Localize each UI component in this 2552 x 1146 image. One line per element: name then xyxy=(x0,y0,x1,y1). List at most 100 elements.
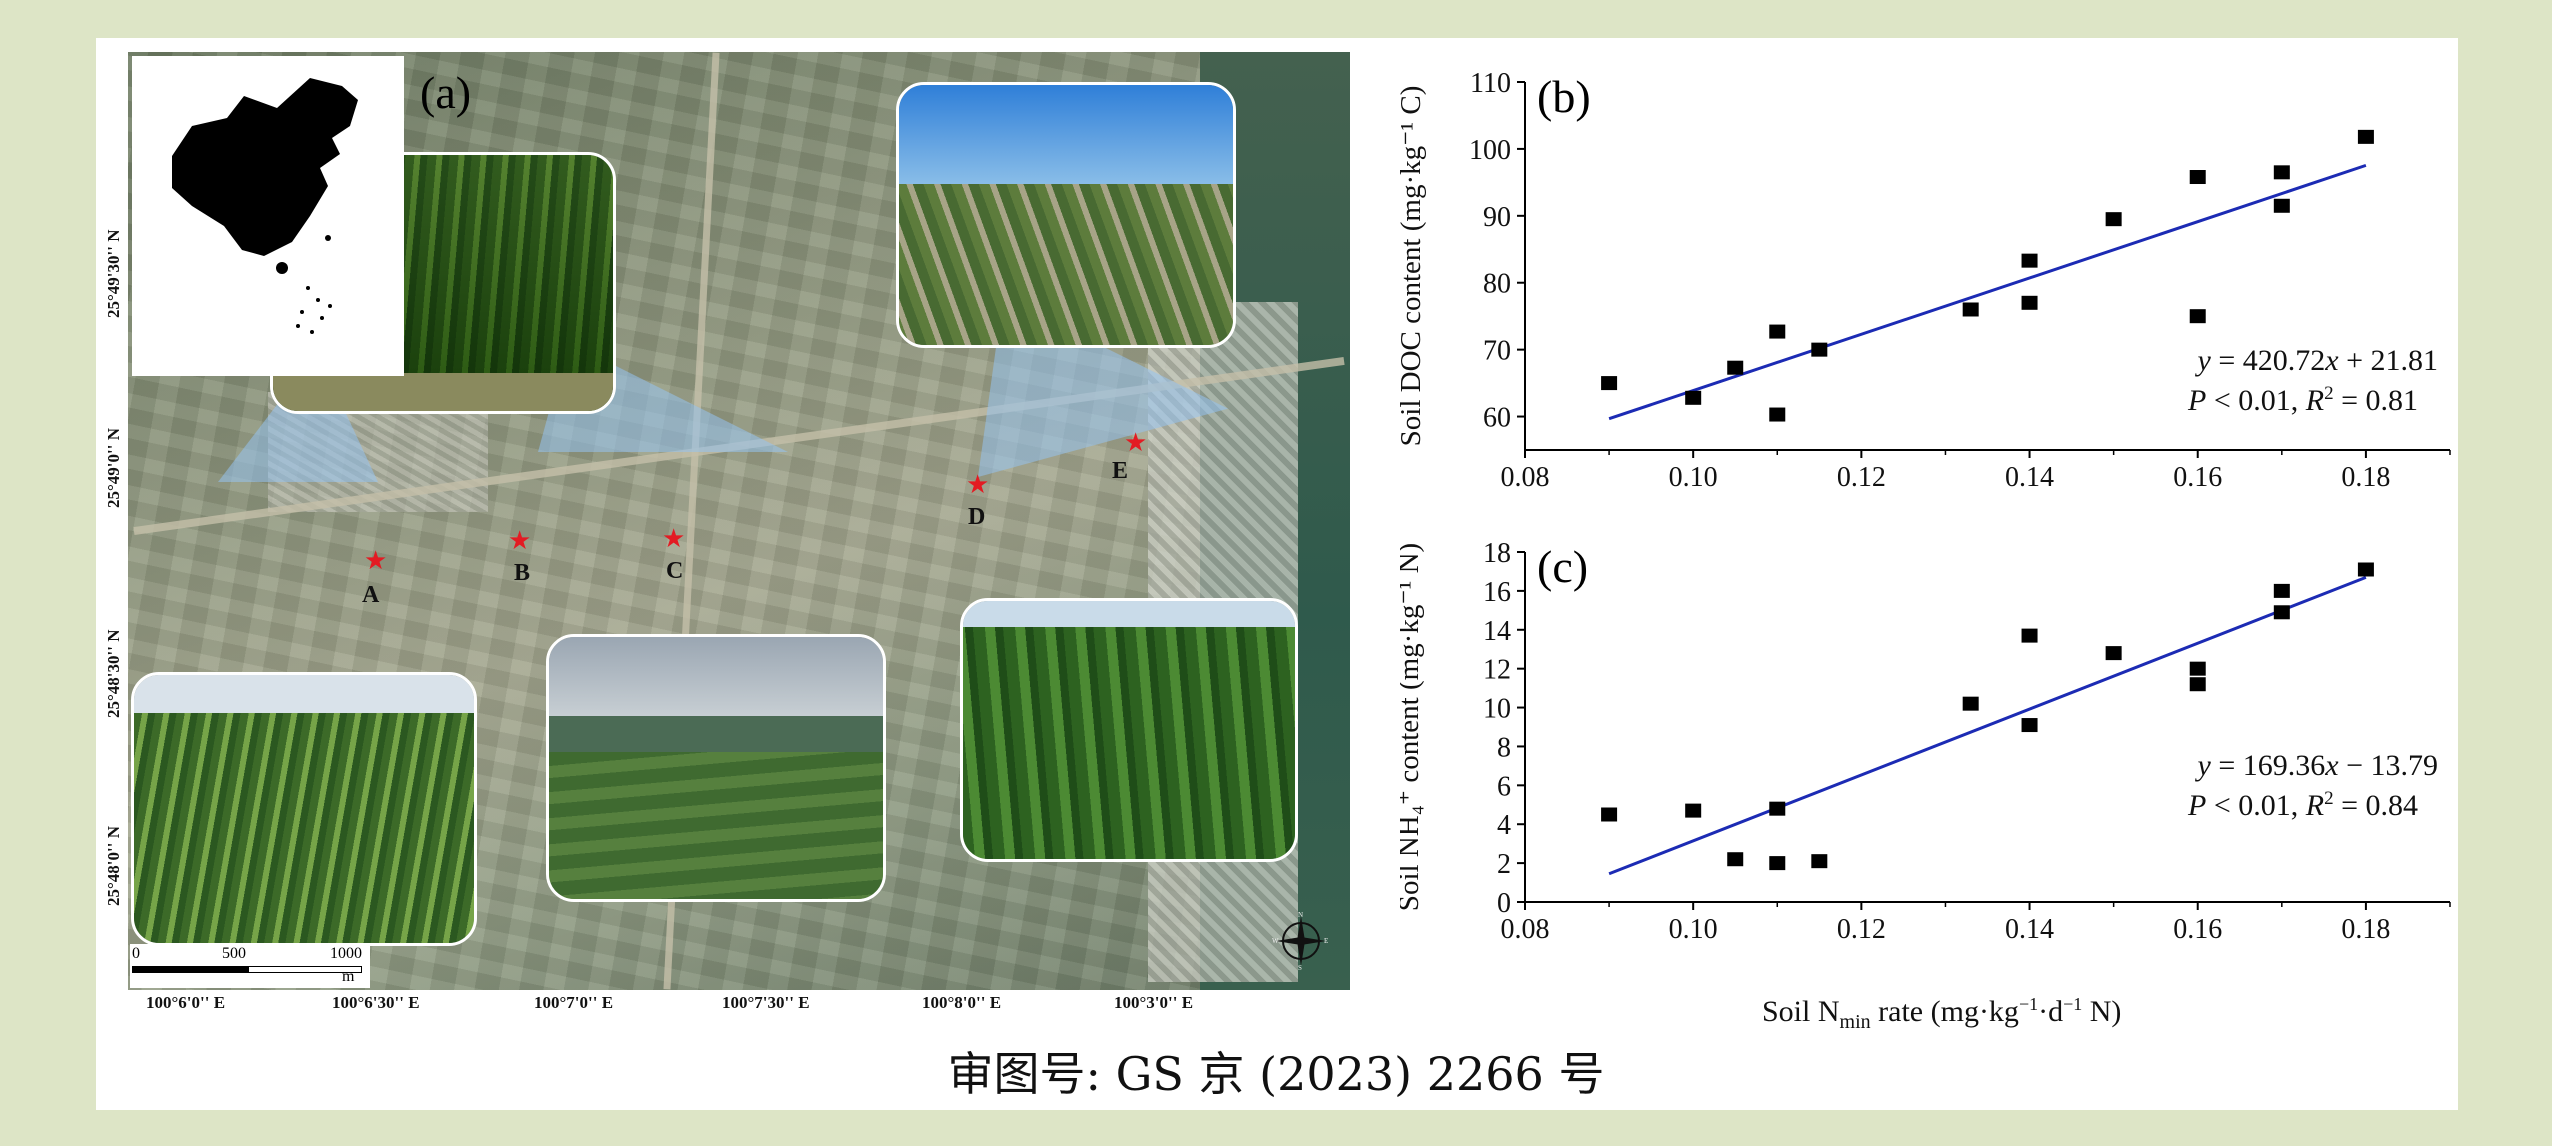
site-label-c: C xyxy=(666,558,684,584)
data-point xyxy=(1685,803,1702,818)
chart-panel-b: 0.08 0.10 0.12 0.14 0.16 0.18 60 70 80 90 100 110 So… xyxy=(1395,60,2460,530)
y-tick-label: 100 xyxy=(1469,135,1511,166)
data-point xyxy=(2189,309,2206,324)
y-tick-label: 8 xyxy=(1497,732,1511,763)
x-tick-label: 0.10 xyxy=(1669,914,1718,945)
site-label-d: D xyxy=(968,504,986,530)
map-approval-caption: 审图号: GS 京 (2023) 2266 号 xyxy=(947,1047,1605,1101)
y-tick-label: 6 xyxy=(1497,771,1511,802)
compass-n: N xyxy=(1298,912,1303,919)
y-tick-label: 18 xyxy=(1483,538,1511,569)
y-tick-label: 0 xyxy=(1497,888,1511,919)
data-point xyxy=(2189,677,2206,692)
y-tick-label: 16 xyxy=(1483,577,1511,608)
data-point xyxy=(2105,646,2122,661)
scale-tick-500: 500 xyxy=(222,945,246,962)
data-point xyxy=(1962,302,1979,317)
y-tick-label: 14 xyxy=(1483,616,1511,647)
scale-segment-dark xyxy=(132,966,248,973)
x-axis-label-part: ·d xyxy=(2038,995,2064,1028)
regression-equation: y = 420.72x + 21.81 xyxy=(2195,344,2439,377)
x-tick-label: 0.16 xyxy=(2173,462,2222,493)
x-tick-label: 0.08 xyxy=(1501,914,1550,945)
x-axis-label-part: Soil N xyxy=(1762,995,1840,1028)
scale-segment-light xyxy=(248,966,362,973)
data-point xyxy=(1811,854,1828,869)
data-point xyxy=(1601,807,1618,822)
compass-s: S xyxy=(1298,964,1302,970)
regression-stats: P < 0.01, R2 = 0.84 xyxy=(2187,788,2418,822)
data-point xyxy=(2273,605,2290,620)
panel-label-a: (a) xyxy=(420,67,472,118)
y-tick-label: 90 xyxy=(1483,202,1511,233)
y-tick-label: 12 xyxy=(1483,655,1511,686)
data-point xyxy=(1769,801,1786,816)
x-tick-label: 0.12 xyxy=(1837,914,1886,945)
regression-line xyxy=(1608,575,2367,876)
latitude-label: 25°48'30'' N xyxy=(104,629,123,719)
data-point xyxy=(1727,852,1744,867)
latitude-label: 25°48'0'' N xyxy=(104,826,123,906)
regression-equation: y = 169.36x − 13.79 xyxy=(2195,749,2439,782)
longitude-label: 100°3'0'' E xyxy=(1114,993,1194,1012)
data-point xyxy=(2273,198,2290,213)
site-label-a: A xyxy=(362,582,380,608)
site-marker-a: ★ xyxy=(364,546,388,576)
data-point xyxy=(1727,360,1744,375)
data-point xyxy=(2189,170,2206,185)
y-tick-label: 70 xyxy=(1483,336,1511,367)
scale-bar: 0 500 1000 m xyxy=(130,944,370,988)
x-axis-label-part: rate (mg·kg xyxy=(1870,995,2019,1028)
longitude-label: 100°6'0'' E xyxy=(146,993,226,1012)
longitude-label: 100°8'0'' E xyxy=(922,993,1002,1012)
x-axis-label-sub: min xyxy=(1839,1011,1871,1033)
data-point xyxy=(2021,253,2038,268)
y-axis-label: Soil DOC content (mg·kg⁻¹ C) xyxy=(1400,86,1427,447)
y-axis-label: Soil NH₄⁺ content (mg·kg⁻¹ N) xyxy=(1400,543,1425,911)
china-locator-inset xyxy=(132,56,404,376)
latitude-label: 25°49'0'' N xyxy=(104,428,123,508)
x-tick-label: 0.14 xyxy=(2005,462,2054,493)
site-label-e: E xyxy=(1112,458,1129,484)
data-point xyxy=(1769,407,1786,422)
data-point xyxy=(2273,165,2290,180)
y-tick-label: 4 xyxy=(1497,810,1511,841)
data-point xyxy=(1811,342,1828,357)
data-point xyxy=(1769,856,1786,871)
scatter-chart-doc: 0.08 0.10 0.12 0.14 0.16 0.18 60 70 80 90 100 110 So… xyxy=(1395,68,2451,493)
data-point xyxy=(1601,376,1618,391)
x-tick-label: 0.18 xyxy=(2341,462,2390,493)
site-marker-c: ★ xyxy=(662,524,686,554)
x-axis-label-sup: −1 xyxy=(2018,994,2039,1014)
photo-corn-field-2 xyxy=(131,672,477,946)
compass-e: E xyxy=(1324,937,1328,945)
data-point xyxy=(2189,661,2206,676)
data-point xyxy=(2021,718,2038,733)
data-point xyxy=(2357,129,2374,144)
panel-label: (b) xyxy=(1537,71,1591,122)
y-tick-label: 10 xyxy=(1483,694,1511,725)
x-tick-label: 0.18 xyxy=(2341,914,2390,945)
x-axis-label: Soil Nmin rate (mg·kg−1·d−1 N) xyxy=(1762,994,2121,1034)
y-tick-label: 60 xyxy=(1483,403,1511,434)
data-point xyxy=(1962,696,1979,711)
data-point xyxy=(1769,324,1786,339)
chart-panel-c: 0.08 0.10 0.12 0.14 0.16 0.18 0 2 4 6 8 10 12 14 16 18 S… xyxy=(1393,530,2460,1000)
x-axis-label-sup: −1 xyxy=(2063,994,2083,1014)
scale-unit: m xyxy=(342,968,355,985)
y-tick-label: 80 xyxy=(1483,269,1511,300)
scale-tick-1000: 1000 xyxy=(330,945,362,962)
photo-tobacco-field xyxy=(960,598,1298,862)
panel-label: (c) xyxy=(1537,541,1588,592)
compass-rose-icon: N S W E xyxy=(1272,912,1328,970)
regression-line xyxy=(1608,163,2367,421)
longitude-label: 100°7'30'' E xyxy=(722,993,810,1012)
x-tick-label: 0.12 xyxy=(1837,462,1886,493)
x-tick-label: 0.08 xyxy=(1501,462,1550,493)
data-point xyxy=(1685,390,1702,405)
compass-w: W xyxy=(1272,937,1279,945)
site-label-b: B xyxy=(514,560,531,586)
x-axis-label-part: N) xyxy=(2082,995,2122,1028)
y-tick-label: 110 xyxy=(1470,68,1511,99)
longitude-label: 100°7'0'' E xyxy=(534,993,614,1012)
